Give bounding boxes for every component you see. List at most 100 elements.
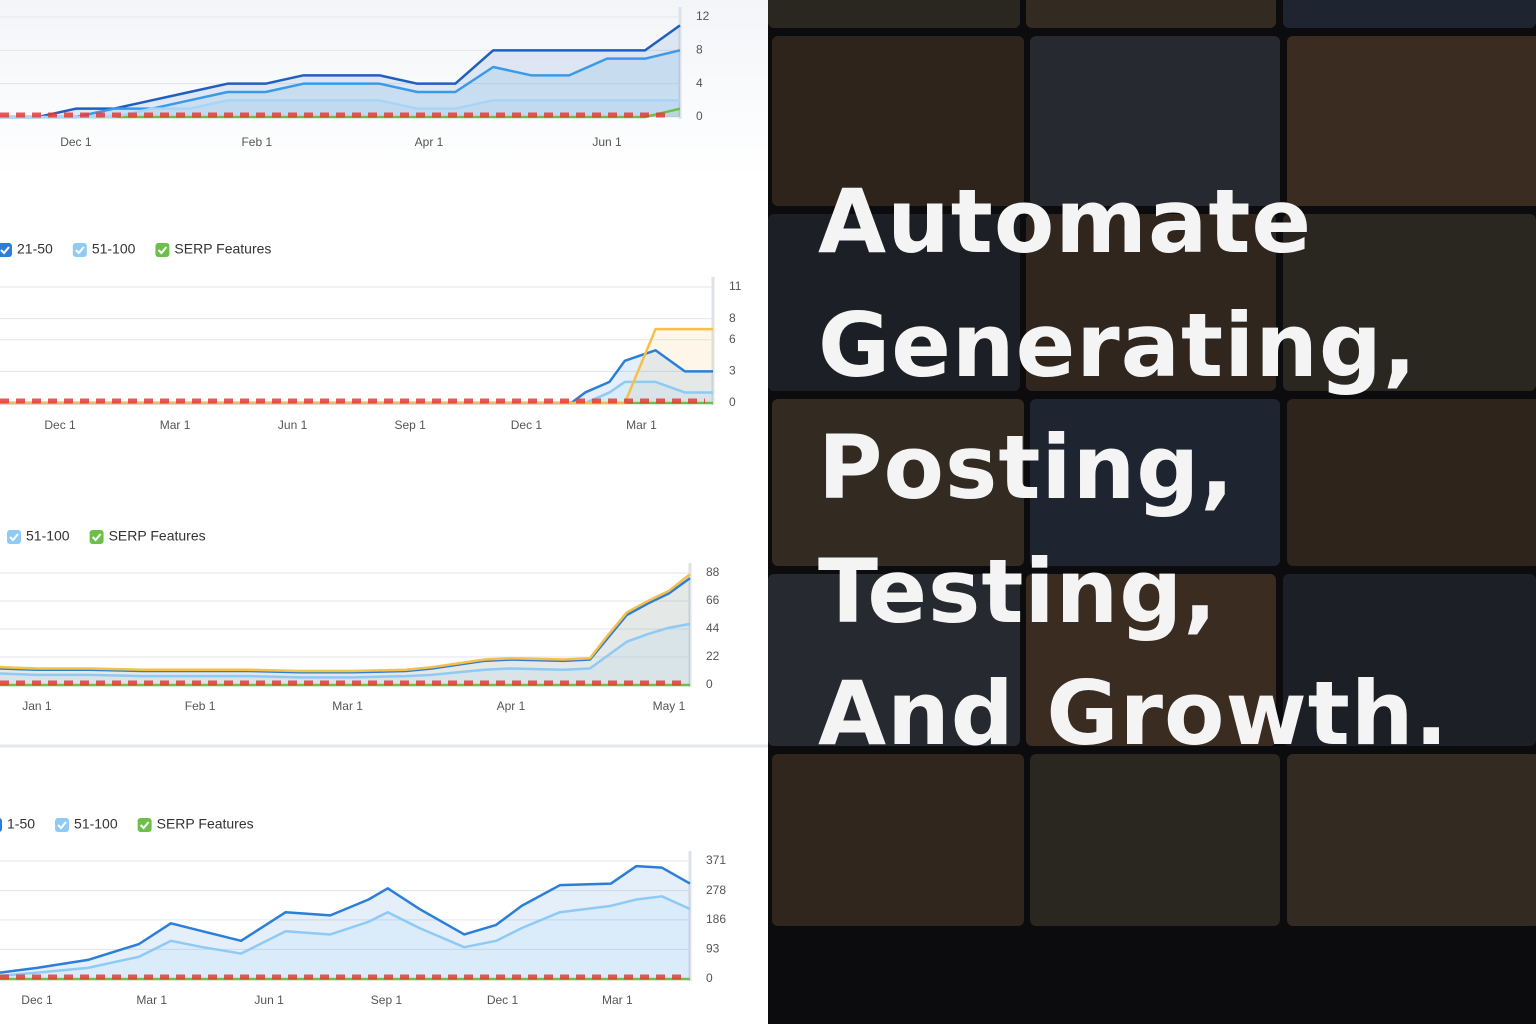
y-tick-label: 8 xyxy=(696,43,703,57)
series-area xyxy=(0,896,690,979)
series-line xyxy=(0,864,691,974)
legend-label: 1-50 xyxy=(7,816,35,832)
photo-tile xyxy=(1026,574,1276,746)
legend-check xyxy=(0,246,10,255)
headline: Automate Generating, Posting, Testing, And G… xyxy=(818,170,1449,765)
x-tick-label: Apr 1 xyxy=(415,135,444,149)
legend-checkbox[interactable] xyxy=(72,243,87,257)
y-tick-label: 0 xyxy=(706,971,713,985)
legend-check xyxy=(9,533,19,542)
legend-check xyxy=(157,246,168,255)
legend-label: SERP Features xyxy=(109,528,206,544)
photo-tile xyxy=(1030,36,1280,206)
y-tick-label: 371 xyxy=(706,853,726,867)
x-tick-label: Dec 1 xyxy=(21,993,53,1007)
chart: 0 4 8 12 Dec 1 Feb 1 Apr 1 Jun 1 xyxy=(0,7,710,149)
legend-check xyxy=(75,246,85,255)
chart: 0 3 6 8 11 Dec 1 Mar 1 Jun 1 Sep 1 Dec 1 Mar 1 21-5… xyxy=(0,241,742,432)
legend-check xyxy=(139,821,150,830)
legend-checkbox[interactable] xyxy=(55,818,70,832)
series-area xyxy=(0,100,680,117)
photo-tiles xyxy=(768,0,1536,926)
y-tick-label: 0 xyxy=(696,109,703,123)
photo-tile xyxy=(1283,574,1536,746)
y-tick-label: 4 xyxy=(696,76,703,90)
photo-tile xyxy=(1030,399,1280,566)
x-tick-label: Sep 1 xyxy=(394,418,426,432)
series-line xyxy=(0,622,691,679)
photo-tile xyxy=(1026,214,1276,391)
x-tick-label: Apr 1 xyxy=(497,699,526,713)
headline-line: And Growth. xyxy=(818,662,1449,765)
x-tick-label: Feb 1 xyxy=(241,135,272,149)
legend-check xyxy=(91,533,102,542)
photo-tile xyxy=(1287,754,1536,926)
legend-checkbox[interactable] xyxy=(7,530,21,544)
series-area xyxy=(0,329,713,403)
y-tick-label: 0 xyxy=(729,395,736,409)
legend-label: 21-50 xyxy=(17,241,53,257)
y-tick-label: 22 xyxy=(706,649,720,663)
x-tick-label: Dec 1 xyxy=(511,418,543,432)
y-tick-label: 12 xyxy=(696,9,710,23)
headline-line: Posting, xyxy=(818,416,1235,519)
photo-tile xyxy=(772,399,1024,566)
y-tick-label: 44 xyxy=(706,621,720,635)
chart-backdrop xyxy=(0,0,768,178)
photo-tile xyxy=(1026,0,1276,28)
photo-tile xyxy=(768,214,1020,391)
y-tick-label: 278 xyxy=(706,883,726,897)
photo-tile xyxy=(772,754,1024,926)
series-line xyxy=(0,577,691,674)
photo-tile xyxy=(1030,754,1280,926)
photo-tile xyxy=(1287,36,1536,206)
series-area xyxy=(0,866,690,979)
photo-tile xyxy=(772,36,1024,206)
y-tick-label: 0 xyxy=(706,677,713,691)
x-tick-label: Jun 1 xyxy=(254,993,284,1007)
y-tick-label: 3 xyxy=(729,364,736,378)
y-tick-label: 186 xyxy=(706,912,726,926)
chart: 0 22 44 66 88 Jan 1 Feb 1 Mar 1 Apr 1 May 1 51-100… xyxy=(0,528,720,713)
y-tick-label: 93 xyxy=(706,942,720,956)
headline-line: Testing, xyxy=(818,540,1218,643)
x-tick-label: May 1 xyxy=(653,699,686,713)
x-tick-label: Mar 1 xyxy=(626,418,657,432)
x-tick-label: Jan 1 xyxy=(22,699,52,713)
legend-label: 51-100 xyxy=(92,241,136,257)
legend-label: SERP Features xyxy=(174,241,271,257)
headline-line: Generating, xyxy=(818,294,1417,397)
series-area xyxy=(0,25,680,117)
legend-check xyxy=(57,821,67,830)
x-tick-label: Mar 1 xyxy=(136,993,167,1007)
x-tick-label: Mar 1 xyxy=(332,699,363,713)
series-line xyxy=(0,573,691,673)
legend-checkbox[interactable] xyxy=(155,243,170,257)
x-tick-label: Dec 1 xyxy=(487,993,519,1007)
x-tick-label: Jun 1 xyxy=(278,418,308,432)
series-line xyxy=(0,895,691,978)
charts-panel: 0 4 8 12 Dec 1 Feb 1 Apr 1 Jun 1 0 3 6 8 11 Dec 1 Mar … xyxy=(0,0,768,1007)
y-tick-label: 8 xyxy=(729,311,736,325)
headline-panel: Automate Generating, Posting, Testing, And G… xyxy=(768,0,1536,1024)
x-tick-label: Feb 1 xyxy=(185,699,216,713)
x-tick-label: Mar 1 xyxy=(602,993,633,1007)
chart: 0 93 186 278 371 Dec 1 Mar 1 Jun 1 Sep 1 Dec 1 Mar… xyxy=(0,816,726,1007)
legend-checkbox[interactable] xyxy=(137,818,152,832)
legend-label: 51-100 xyxy=(26,528,70,544)
y-tick-label: 11 xyxy=(729,279,742,293)
legend-label: SERP Features xyxy=(157,816,254,832)
x-tick-label: Dec 1 xyxy=(44,418,76,432)
photo-tile xyxy=(1283,214,1536,391)
x-tick-label: Jun 1 xyxy=(592,135,622,149)
headline-line: Automate xyxy=(818,170,1312,273)
y-tick-label: 66 xyxy=(706,593,720,607)
x-tick-label: Dec 1 xyxy=(60,135,92,149)
legend-checkbox[interactable] xyxy=(89,530,104,544)
series-line xyxy=(0,49,681,119)
photo-tile xyxy=(768,574,1020,746)
photo-tile xyxy=(1283,0,1536,28)
legend-checkbox[interactable] xyxy=(0,818,2,832)
x-tick-label: Mar 1 xyxy=(160,418,191,432)
